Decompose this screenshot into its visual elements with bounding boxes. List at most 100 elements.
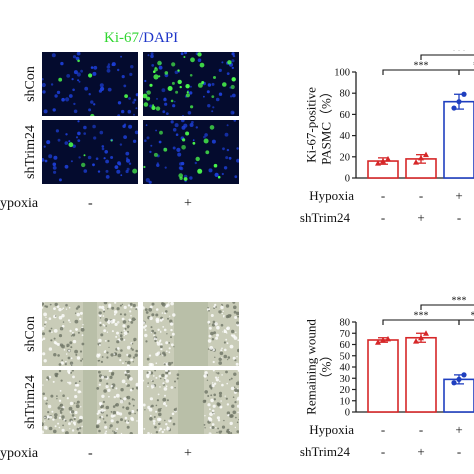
cell-nucleus: [83, 132, 86, 135]
cell-nucleus: [77, 139, 81, 142]
cell: [112, 410, 117, 415]
cell-nucleus: [197, 58, 202, 62]
cell: [70, 357, 73, 360]
cell-nucleus: [128, 162, 132, 165]
cell-nucleus: [170, 120, 174, 124]
cell: [78, 419, 83, 423]
cell: [209, 412, 213, 416]
cell: [69, 329, 72, 333]
cell: [97, 359, 100, 362]
cell: [68, 422, 71, 426]
cell-nucleus: [148, 180, 152, 184]
cell: [209, 323, 211, 325]
cell: [116, 411, 120, 415]
cell-nucleus: [44, 159, 48, 163]
cell: [80, 359, 83, 362]
cell: [109, 424, 113, 428]
cell: [159, 377, 162, 380]
cell: [129, 310, 132, 313]
cell: [207, 307, 209, 309]
cell: [207, 320, 211, 324]
cell-nucleus: [177, 69, 180, 72]
cell: [237, 348, 239, 353]
data-point: [385, 155, 391, 162]
cell-nucleus: [179, 85, 182, 89]
brightfield-image: [42, 370, 138, 434]
cell: [44, 323, 46, 326]
data-point: [413, 159, 419, 165]
cell-nucleus: [214, 172, 219, 177]
cell: [236, 404, 239, 408]
cell: [134, 318, 136, 321]
cell-nucleus: [208, 168, 213, 173]
cell: [216, 431, 218, 434]
cell: [116, 420, 119, 424]
cell-nucleus: [167, 86, 173, 91]
cell: [52, 418, 55, 421]
cell: [170, 328, 173, 332]
cell: [110, 319, 114, 324]
cell-nucleus: [182, 115, 184, 116]
cell-nucleus: [84, 86, 89, 91]
cell-nucleus: [68, 94, 73, 98]
bar: [443, 378, 474, 413]
cell-nucleus: [42, 78, 44, 81]
cell-nucleus: [76, 72, 81, 77]
cell: [58, 307, 62, 312]
cell: [232, 396, 235, 398]
cell-nucleus: [151, 64, 155, 67]
cell-nucleus: [217, 175, 221, 179]
cell-nucleus: [145, 124, 148, 127]
cell-nucleus: [164, 102, 168, 106]
cell-nucleus: [93, 136, 97, 140]
cell-nucleus: [53, 170, 57, 174]
cell: [174, 380, 176, 383]
cell: [235, 362, 239, 366]
cell: [104, 375, 108, 379]
cell: [136, 409, 138, 412]
cell: [234, 401, 237, 404]
row-label-shcon-a: shCon: [23, 66, 38, 102]
cell: [104, 432, 107, 434]
cell-nucleus: [155, 106, 161, 111]
condition-label: Hypoxia: [309, 422, 354, 437]
cell-nucleus: [218, 68, 222, 72]
cell: [219, 405, 223, 409]
cell: [61, 415, 65, 419]
cell-nucleus: [233, 120, 237, 122]
cell-nucleus: [215, 97, 220, 102]
cell: [124, 327, 127, 330]
cell: [76, 427, 80, 431]
data-point: [385, 335, 391, 342]
cell: [219, 394, 222, 398]
cell-nucleus: [68, 142, 74, 148]
cell: [232, 302, 236, 304]
cell: [144, 333, 148, 338]
cell: [119, 304, 122, 307]
cell: [168, 342, 171, 344]
cell-nucleus: [73, 102, 76, 106]
cell-nucleus: [226, 124, 229, 127]
cell: [54, 416, 57, 419]
cell: [68, 371, 71, 375]
cell-nucleus: [88, 93, 91, 96]
cell-nucleus: [144, 79, 147, 83]
significance-label: ***: [414, 61, 429, 72]
cell: [217, 376, 219, 379]
cell: [154, 370, 156, 372]
cell: [65, 353, 68, 355]
cell: [215, 427, 217, 429]
cell: [79, 311, 83, 315]
cell: [44, 416, 46, 419]
cell: [149, 316, 153, 321]
cell-nucleus: [230, 84, 235, 90]
cell-nucleus: [123, 84, 127, 88]
cell-nucleus: [172, 104, 176, 108]
cell: [96, 419, 101, 424]
cell: [234, 426, 237, 429]
cell: [77, 390, 81, 394]
cell: [227, 359, 229, 361]
cell: [155, 317, 160, 322]
cell: [215, 336, 219, 340]
cell-nucleus: [51, 53, 56, 58]
